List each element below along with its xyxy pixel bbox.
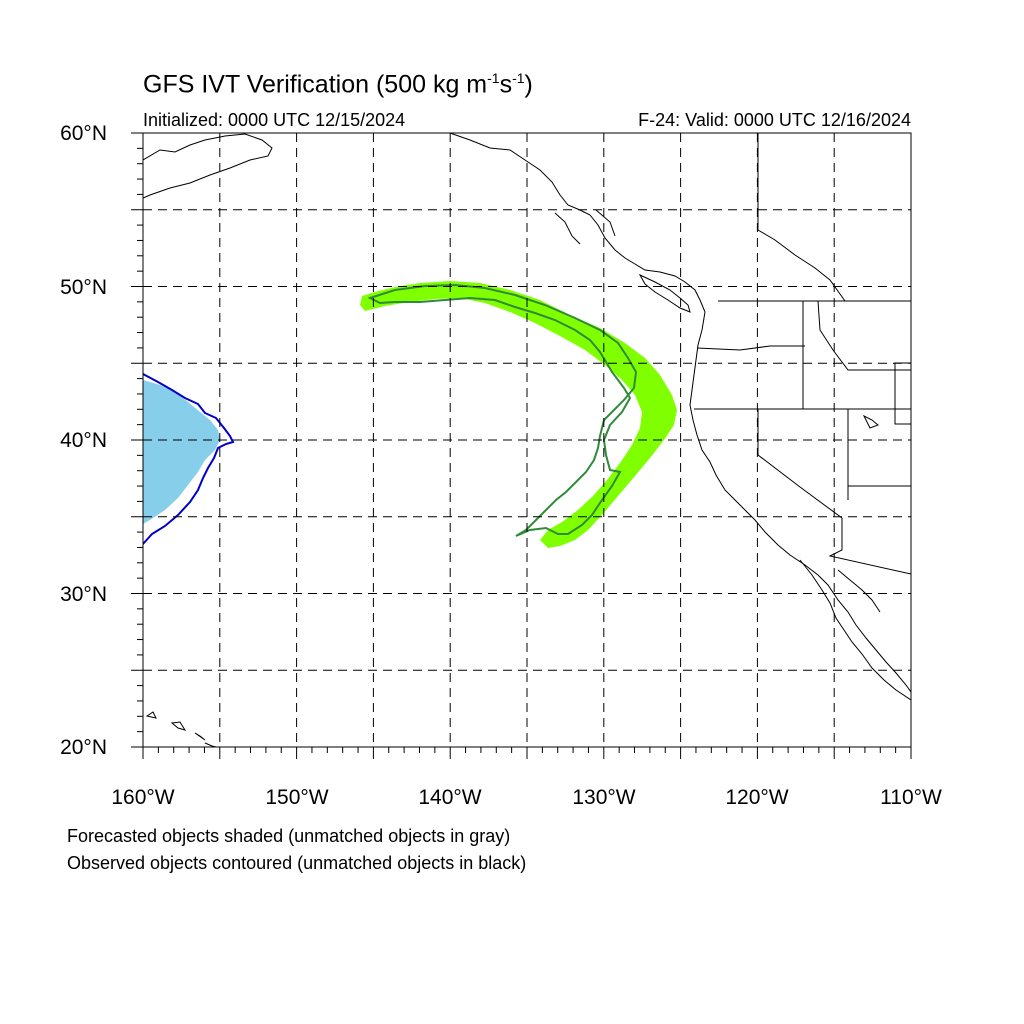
valid-time-label: F-24: Valid: 0000 UTC 12/16/2024: [638, 110, 911, 130]
title-sup-2: -1: [512, 70, 525, 86]
lat-label-50: 50°N: [60, 276, 107, 299]
title-mid: s: [499, 70, 513, 99]
legend-note-observed: Observed objects contoured (unmatched ob…: [67, 853, 527, 873]
coastline-vancouver-island: [638, 273, 691, 313]
legend-note-forecast: Forecasted objects shaded (unmatched obj…: [67, 826, 511, 846]
lon-label-150w: 150°W: [265, 786, 329, 809]
lon-label-110w: 110°W: [880, 786, 942, 809]
lon-label-120w: 120°W: [725, 786, 789, 809]
lat-label-20: 20°N: [60, 736, 107, 759]
coastline-west-us: [689, 311, 911, 693]
coastline-alaska-north: [143, 133, 273, 199]
wa-or-border: [696, 345, 805, 351]
coastline-misc-islands: [554, 209, 879, 429]
axis-ticks: [131, 132, 912, 759]
ca-nv-diagonal-border: [757, 409, 843, 519]
title-sup-1: -1: [487, 70, 500, 86]
coastlines: [143, 133, 911, 747]
lon-label-130w: 130°W: [572, 786, 636, 809]
az-borders: [828, 485, 911, 575]
lon-label-140w: 140°W: [418, 786, 482, 809]
observed-contour-west: [143, 373, 235, 545]
initialized-label: Initialized: 0000 UTC 12/15/2024: [143, 110, 406, 130]
forecast-object-arc: [360, 281, 677, 548]
nv-ut-border: [847, 362, 911, 500]
coastline-baja: [799, 559, 911, 701]
lat-label-40: 40°N: [60, 429, 107, 452]
observed-contour-arc: [367, 283, 638, 537]
title-suffix: ): [524, 70, 533, 99]
map-content: [143, 133, 911, 747]
lon-label-160w: 160°W: [111, 786, 175, 809]
lat-lon-grid: [143, 133, 911, 747]
chart-title: GFS IVT Verification (500 kg m-1s-1): [143, 70, 533, 99]
lat-label-30: 30°N: [60, 583, 107, 606]
forecast-object-west: [143, 380, 220, 524]
idaho-borders: [802, 300, 911, 409]
lat-label-60: 60°N: [60, 122, 107, 145]
coastline-alaska-panhandle: [449, 133, 706, 313]
coastline-hawaii: [145, 711, 217, 747]
canada-bc-alberta: [757, 133, 846, 302]
political-boundaries: [694, 133, 911, 575]
title-prefix: GFS IVT Verification (500 kg m: [143, 70, 488, 99]
